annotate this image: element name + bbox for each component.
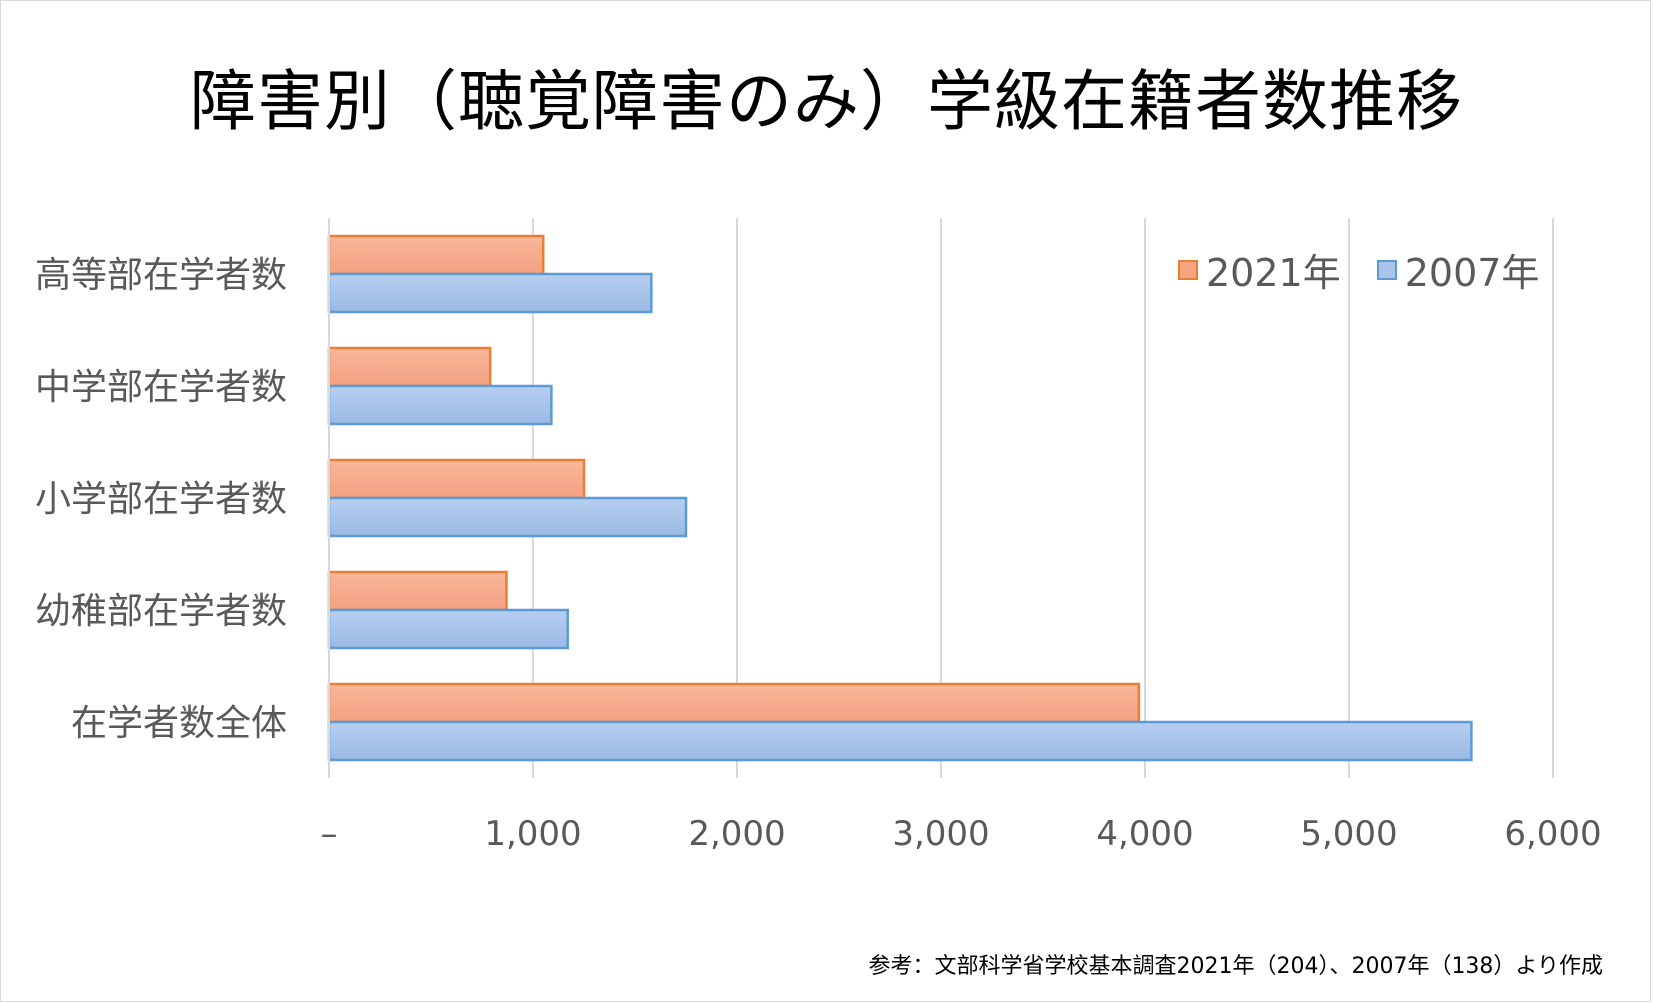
x-tick-label: 3,000: [892, 814, 989, 854]
x-tick-label: 2,000: [688, 814, 785, 854]
x-tick-label: 1,000: [484, 814, 581, 854]
chart-title: 障害別（聴覚障害のみ）学級在籍者数推移: [190, 63, 1463, 140]
bar-2007: [327, 720, 1473, 762]
bar-2007: [327, 384, 553, 426]
bar-2021: [327, 346, 492, 388]
x-tick-label: 5,000: [1300, 814, 1397, 854]
legend-item-2021: 2021年: [1178, 242, 1341, 297]
bar-2021: [327, 570, 508, 612]
bar-2007: [327, 608, 569, 650]
source-note: 参考：文部科学省学校基本調査2021年（204）、2007年（138）より作成: [868, 954, 1603, 979]
legend-label-2021: 2021年: [1206, 251, 1341, 295]
legend-item-2007: 2007年: [1376, 242, 1540, 297]
y-category-label: 小学部在学者数: [35, 479, 287, 520]
x-tick-label: 6,000: [1504, 814, 1601, 854]
bar-2021: [327, 234, 545, 276]
legend-label-2007: 2007年: [1404, 251, 1540, 295]
x-tick-label: –: [321, 814, 338, 854]
y-category-label: 高等部在学者数: [35, 255, 287, 296]
bar-2021: [327, 458, 586, 500]
y-category-label: 幼稚部在学者数: [35, 591, 287, 632]
legend-swatch-2007: [1376, 259, 1397, 280]
bar-2007: [327, 496, 688, 538]
legend-swatch-2021: [1178, 259, 1198, 280]
y-category-label: 在学者数全体: [71, 703, 287, 744]
bar-2021: [327, 682, 1141, 724]
x-tick-label: 4,000: [1096, 814, 1193, 854]
legend: 2021年 2007年: [1178, 242, 1575, 297]
y-category-label: 中学部在学者数: [35, 367, 287, 408]
bar-2007: [327, 272, 653, 314]
